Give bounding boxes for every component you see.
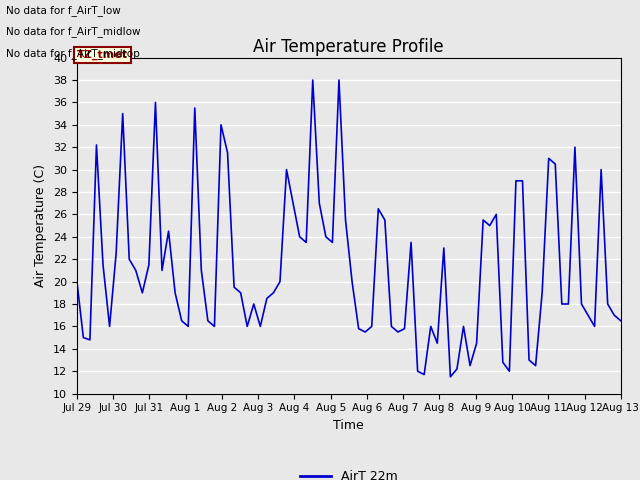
X-axis label: Time: Time	[333, 419, 364, 432]
Text: TZ_tmet: TZ_tmet	[77, 49, 128, 60]
Title: Air Temperature Profile: Air Temperature Profile	[253, 38, 444, 56]
Legend: AirT 22m: AirT 22m	[295, 465, 403, 480]
Text: No data for f_AirT_low: No data for f_AirT_low	[6, 5, 121, 16]
Text: No data for f_AirT_midlow: No data for f_AirT_midlow	[6, 26, 141, 37]
Y-axis label: Air Temperature (C): Air Temperature (C)	[35, 164, 47, 287]
Text: No data for f_AirT_midtop: No data for f_AirT_midtop	[6, 48, 140, 59]
